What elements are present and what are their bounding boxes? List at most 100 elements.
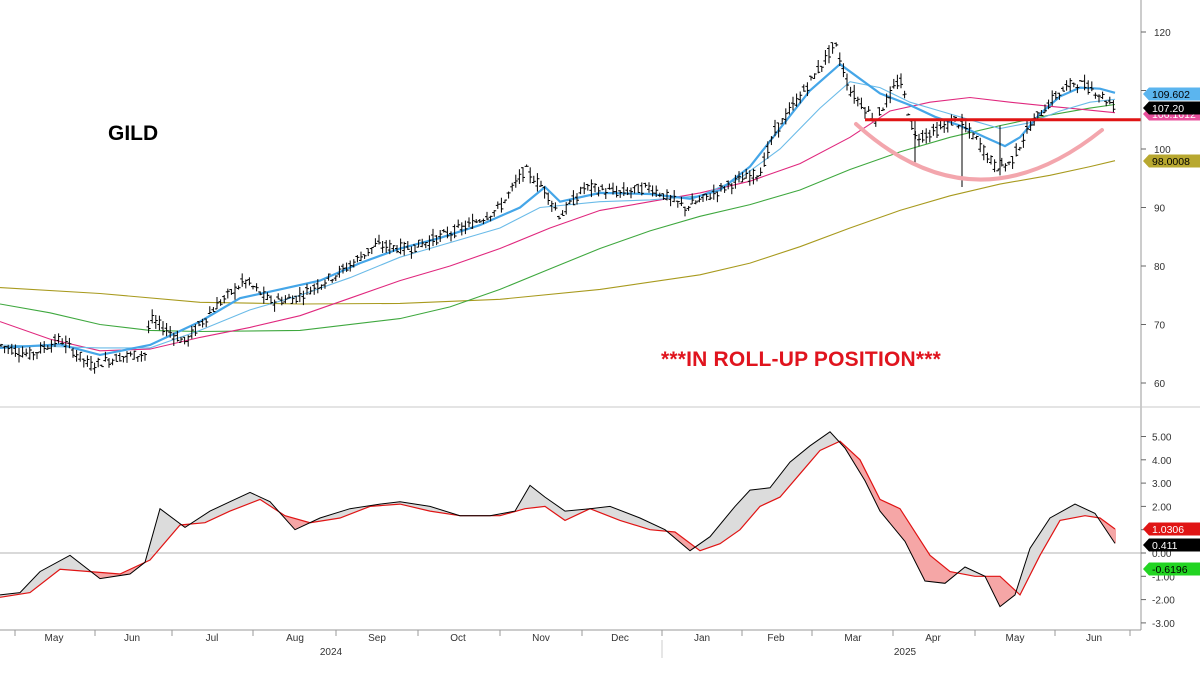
osc-fill-segment: [212, 509, 214, 519]
ohlc-bar: [1014, 143, 1018, 156]
pink-ma: [0, 98, 1115, 351]
roll-up-arc: [856, 124, 1102, 180]
osc-fill-segment: [756, 489, 758, 511]
ohlc-bar: [93, 363, 97, 374]
osc-fill-segment: [534, 489, 536, 508]
osc-fill-segment: [252, 493, 254, 502]
ohlc-bar: [787, 102, 791, 114]
osc-fill-segment: [160, 509, 162, 549]
ohlc-bar: [283, 295, 287, 303]
ohlc-bar: [517, 169, 521, 184]
ohlc-bar: [993, 159, 997, 172]
ohlc-bar: [75, 350, 79, 362]
osc-fill-segment: [746, 492, 748, 522]
osc-fill-segment: [64, 558, 66, 570]
osc-fill-segment: [72, 557, 74, 571]
ohlc-bar: [597, 187, 601, 197]
ohlc-bar: [892, 79, 896, 89]
osc-fill-segment: [926, 549, 928, 581]
osc-fill-segment: [932, 557, 934, 582]
ohlc-bar: [676, 201, 680, 208]
osc-fill-segment: [170, 516, 172, 537]
year-label: 2024: [320, 647, 343, 658]
osc-fill-segment: [826, 433, 828, 447]
osc-tick-label: 5.00: [1152, 433, 1172, 444]
ohlc-bar: [823, 50, 827, 65]
osc-fill-segment: [162, 510, 164, 546]
month-label: Apr: [925, 633, 941, 644]
ohlc-bar: [28, 347, 32, 360]
osc-fill-segment: [938, 562, 940, 583]
ohlc-bar: [467, 217, 471, 227]
ohlc-bar: [881, 108, 885, 111]
ohlc-bar: [334, 275, 338, 281]
osc-fill-segment: [718, 525, 720, 545]
ohlc-bar: [139, 351, 143, 362]
ohlc-bar: [107, 358, 111, 368]
osc-fill-segment: [244, 494, 246, 505]
ohlc-bar: [1111, 100, 1115, 112]
month-label: Sep: [368, 633, 386, 644]
ohlc-bar: [193, 324, 197, 336]
year-label: 2025: [894, 647, 917, 658]
ohlc-bar: [222, 295, 226, 303]
osc-fill-segment: [800, 452, 802, 473]
ohlc-bar: [85, 355, 89, 366]
price-tick-label: 120: [1154, 28, 1171, 39]
month-label: Nov: [532, 633, 550, 644]
month-label: Feb: [767, 633, 785, 644]
osc-fill-segment: [748, 490, 750, 520]
osc-fill-segment: [920, 540, 922, 575]
osc-tick-label: 2.00: [1152, 502, 1172, 513]
osc-fill-segment: [802, 451, 804, 472]
osc-fill-segment: [1000, 576, 1002, 606]
osc-fill-segment: [930, 555, 932, 581]
olive-ma-tag-text: 98.0008: [1152, 156, 1190, 168]
ohlc-bar: [532, 176, 536, 184]
osc-fill-segment: [612, 507, 614, 518]
osc-fill-segment: [902, 512, 904, 540]
osc-fill-segment: [216, 507, 218, 517]
osc-fill-segment: [234, 499, 236, 510]
blue-ma-tag-text: 109.602: [1152, 89, 1190, 101]
ohlc-bar: [384, 240, 388, 253]
ohlc-bar: [165, 323, 169, 336]
osc-fill-segment: [914, 530, 916, 563]
ohlc-bar: [687, 206, 691, 211]
price-tick-label: 70: [1154, 321, 1166, 332]
osc-fill-segment: [218, 506, 220, 516]
ohlc-bar: [355, 255, 359, 262]
ohlc-bars: [0, 42, 1115, 373]
osc-slow-tag-text: 1.0306: [1152, 524, 1184, 536]
ohlc-bar: [147, 321, 151, 334]
osc-fill-segment: [1008, 584, 1010, 601]
ohlc-bar: [330, 279, 334, 283]
osc-tick-label: -3.00: [1152, 619, 1175, 630]
ohlc-bar: [802, 84, 806, 91]
ohlc-bar: [463, 221, 467, 235]
osc-fill-segment: [936, 560, 938, 582]
ohlc-bar: [643, 183, 647, 188]
ohlc-bar: [381, 241, 385, 253]
axis-layer: 607080901001101205.004.003.002.001.000.0…: [0, 0, 1200, 658]
osc-fill-segment: [606, 507, 608, 516]
ohlc-bar: [21, 346, 25, 357]
ohlc-bar: [431, 229, 435, 246]
osc-fill-segment: [738, 501, 740, 531]
ohlc-bar: [658, 193, 662, 197]
osc-fill-segment: [168, 515, 170, 539]
osc-fill-segment: [608, 506, 610, 516]
ohlc-bar: [928, 130, 932, 142]
ohlc-bar: [600, 184, 604, 190]
ohlc-bar: [816, 60, 820, 73]
ohlc-bar: [1101, 92, 1105, 100]
osc-fill-segment: [634, 516, 636, 526]
ohlc-bar: [35, 352, 39, 359]
ohlc-bar: [856, 97, 860, 107]
osc-fill-segment: [102, 573, 104, 579]
ohlc-bar: [17, 348, 21, 363]
osc-fill-segment: [734, 505, 736, 534]
ticker-title: GILD: [108, 122, 158, 146]
blue-ma-tag: 109.602: [1143, 88, 1200, 102]
